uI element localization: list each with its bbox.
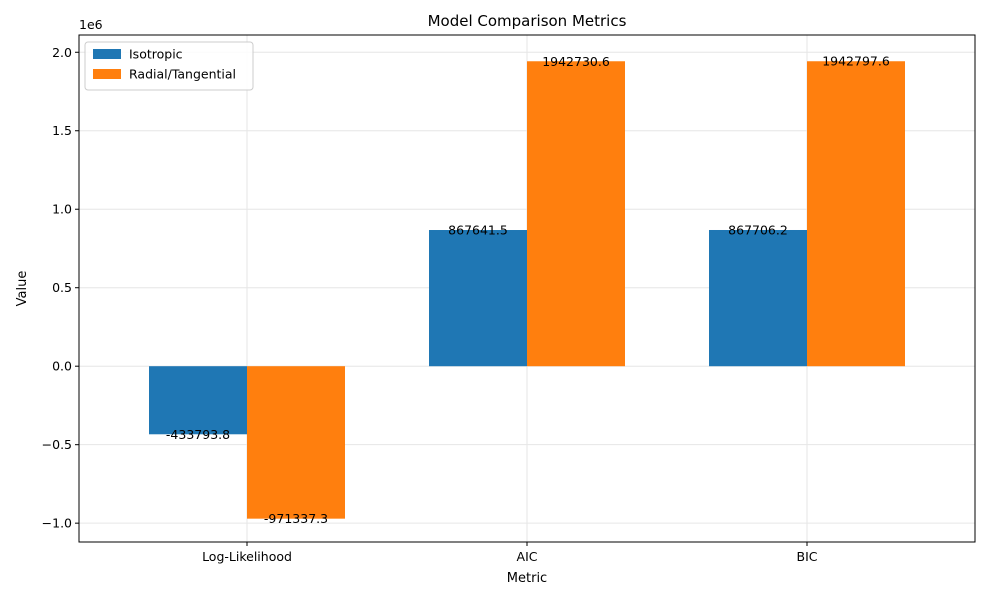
y-axis-offset-text: 1e6 bbox=[79, 17, 103, 32]
data-label: -433793.8 bbox=[166, 427, 230, 442]
y-axis: −1.0 −0.5 0.0 0.5 1.0 1.5 2.0 bbox=[42, 45, 79, 531]
bar bbox=[247, 366, 345, 519]
y-tick-label: 1.5 bbox=[52, 123, 72, 138]
data-labels: -433793.8 867641.5 867706.2 -971337.3 194273… bbox=[166, 54, 890, 526]
bars bbox=[149, 61, 905, 519]
bar bbox=[527, 61, 625, 367]
y-tick-label: −1.0 bbox=[42, 516, 72, 531]
bar bbox=[149, 366, 247, 435]
legend-label: Isotropic bbox=[129, 47, 183, 62]
y-tick-label: 0.0 bbox=[52, 359, 72, 374]
y-tick-label: 2.0 bbox=[52, 45, 72, 60]
data-label: 1942797.6 bbox=[822, 54, 890, 69]
x-tick-label: Log-Likelihood bbox=[202, 549, 292, 564]
x-axis: Log-Likelihood AIC BIC bbox=[202, 542, 818, 564]
x-axis-label: Metric bbox=[507, 571, 547, 586]
x-tick-label: BIC bbox=[797, 549, 818, 564]
y-axis-label: Value bbox=[15, 271, 30, 307]
y-tick-label: −0.5 bbox=[42, 437, 72, 452]
x-tick-label: AIC bbox=[517, 549, 538, 564]
legend-label: Radial/Tangential bbox=[129, 67, 236, 82]
legend-box bbox=[84, 41, 254, 91]
data-label: 1942730.6 bbox=[542, 54, 610, 69]
chart-title: Model Comparison Metrics bbox=[428, 12, 627, 30]
legend-swatch bbox=[93, 69, 121, 79]
y-tick-label: 0.5 bbox=[52, 280, 72, 295]
bar bbox=[429, 230, 527, 367]
data-label: 867641.5 bbox=[448, 223, 508, 238]
legend-swatch bbox=[93, 49, 121, 59]
data-label: -971337.3 bbox=[264, 511, 328, 526]
bar bbox=[807, 61, 905, 367]
legend: Isotropic Radial/Tangential bbox=[84, 41, 254, 91]
data-label: 867706.2 bbox=[728, 222, 788, 237]
y-tick-label: 1.0 bbox=[52, 202, 72, 217]
bar bbox=[709, 229, 807, 367]
